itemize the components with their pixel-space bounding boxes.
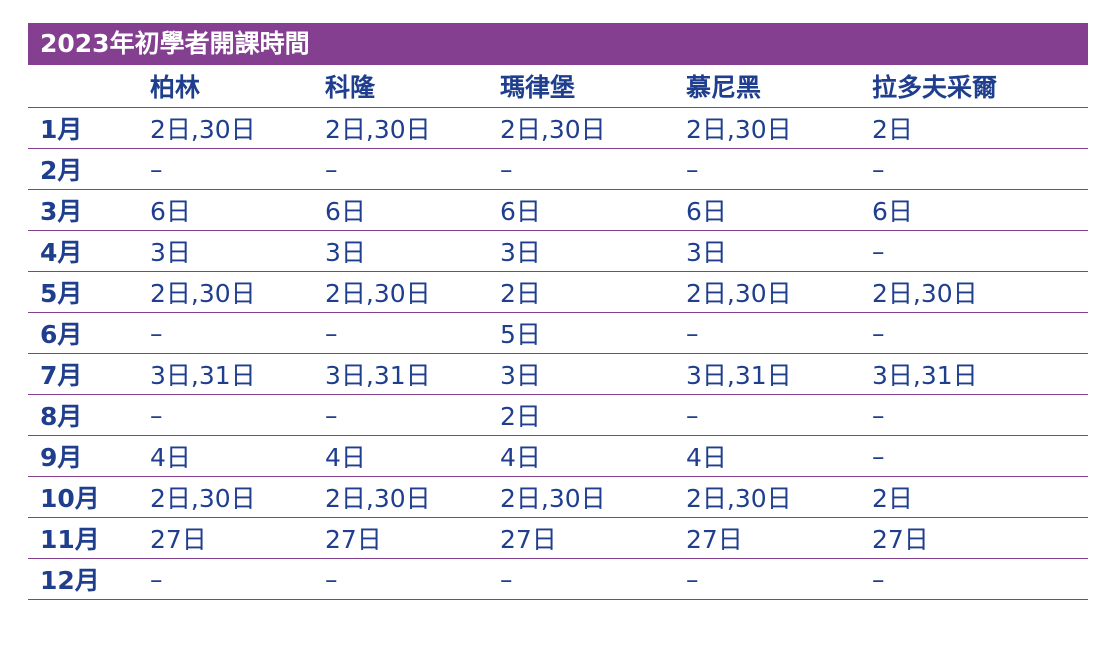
date-cell: 6日 (150, 197, 191, 226)
date-cell: 3日,31日 (325, 361, 431, 390)
date-cell: 3日,31日 (686, 361, 792, 390)
date-cell: 2日,30日 (686, 115, 792, 144)
date-cell: 4日 (686, 443, 727, 472)
date-cell: – (872, 564, 885, 594)
date-cell: – (150, 154, 163, 184)
date-cell: – (872, 154, 885, 184)
date-cell: – (325, 400, 338, 430)
table-row: 3月 6日 6日 6日 6日 6日 (28, 190, 1088, 231)
header-city-marburg: 瑪律堡 (500, 73, 576, 102)
month-label: 8月 (40, 402, 83, 431)
header-city-munich: 慕尼黑 (686, 73, 762, 102)
date-cell: 2日 (500, 402, 541, 431)
date-cell: 2日,30日 (686, 484, 792, 513)
date-cell: 2日 (872, 484, 913, 513)
date-cell: 4日 (150, 443, 191, 472)
month-label: 4月 (40, 238, 83, 267)
date-cell: – (500, 154, 513, 184)
table-row: 10月 2日,30日 2日,30日 2日,30日 2日,30日 2日 (28, 477, 1088, 518)
month-label: 9月 (40, 443, 83, 472)
table-body: 1月 2日,30日 2日,30日 2日,30日 2日,30日 2日 2月 – – – – – 3月 6日 6… (28, 108, 1088, 600)
date-cell: – (686, 154, 699, 184)
date-cell: – (325, 318, 338, 348)
month-label: 3月 (40, 197, 83, 226)
table-row: 9月 4日 4日 4日 4日 – (28, 436, 1088, 477)
date-cell: 6日 (872, 197, 913, 226)
month-label: 6月 (40, 320, 83, 349)
date-cell: 4日 (500, 443, 541, 472)
month-label: 7月 (40, 361, 83, 390)
date-cell: 5日 (500, 320, 541, 349)
date-cell: – (872, 441, 885, 471)
table-title: 2023年初學者開課時間 (28, 23, 1088, 65)
date-cell: 2日,30日 (686, 279, 792, 308)
date-cell: 3日 (325, 238, 366, 267)
header-city-berlin: 柏林 (150, 73, 201, 102)
month-label: 2月 (40, 156, 83, 185)
date-cell: 3日 (686, 238, 727, 267)
date-cell: 2日,30日 (325, 484, 431, 513)
date-cell: 3日 (150, 238, 191, 267)
date-cell: – (872, 400, 885, 430)
date-cell: – (325, 564, 338, 594)
month-label: 5月 (40, 279, 83, 308)
table-row: 4月 3日 3日 3日 3日 – (28, 231, 1088, 272)
date-cell: 2日,30日 (325, 115, 431, 144)
date-cell: 3日,31日 (872, 361, 978, 390)
table-row: 11月 27日 27日 27日 27日 27日 (28, 518, 1088, 559)
date-cell: 6日 (686, 197, 727, 226)
date-cell: 2日 (872, 115, 913, 144)
date-cell: 3日 (500, 238, 541, 267)
date-cell: 27日 (872, 525, 929, 554)
date-cell: 2日,30日 (500, 115, 606, 144)
date-cell: – (500, 564, 513, 594)
date-cell: – (686, 564, 699, 594)
date-cell: – (872, 236, 885, 266)
date-cell: 2日,30日 (150, 279, 256, 308)
date-cell: 27日 (325, 525, 382, 554)
date-cell: – (150, 318, 163, 348)
date-cell: 6日 (325, 197, 366, 226)
header-city-radolfzell: 拉多夫采爾 (872, 73, 998, 102)
month-label: 11月 (40, 525, 100, 554)
date-cell: 3日,31日 (150, 361, 256, 390)
month-label: 10月 (40, 484, 100, 513)
table-row: 1月 2日,30日 2日,30日 2日,30日 2日,30日 2日 (28, 108, 1088, 149)
date-cell: 2日,30日 (150, 115, 256, 144)
date-cell: – (150, 400, 163, 430)
date-cell: – (150, 564, 163, 594)
table-row: 5月 2日,30日 2日,30日 2日 2日,30日 2日,30日 (28, 272, 1088, 313)
date-cell: 2日,30日 (150, 484, 256, 513)
table-row: 2月 – – – – – (28, 149, 1088, 190)
date-cell: – (686, 400, 699, 430)
month-label: 1月 (40, 115, 83, 144)
date-cell: – (872, 318, 885, 348)
table-row: 7月 3日,31日 3日,31日 3日 3日,31日 3日,31日 (28, 354, 1088, 395)
date-cell: 4日 (325, 443, 366, 472)
date-cell: 6日 (500, 197, 541, 226)
date-cell: 2日 (500, 279, 541, 308)
date-cell: 2日,30日 (500, 484, 606, 513)
header-row: 柏林 科隆 瑪律堡 慕尼黑 拉多夫采爾 (28, 65, 1088, 108)
table-row: 12月 – – – – – (28, 559, 1088, 600)
table-row: 8月 – – 2日 – – (28, 395, 1088, 436)
date-cell: 27日 (686, 525, 743, 554)
date-cell: – (686, 318, 699, 348)
table-row: 6月 – – 5日 – – (28, 313, 1088, 354)
date-cell: – (325, 154, 338, 184)
date-cell: 2日,30日 (325, 279, 431, 308)
month-label: 12月 (40, 566, 100, 595)
date-cell: 2日,30日 (872, 279, 978, 308)
date-cell: 3日 (500, 361, 541, 390)
date-cell: 27日 (150, 525, 207, 554)
schedule-table: 2023年初學者開課時間 柏林 科隆 瑪律堡 慕尼黑 拉多夫采爾 1月 2日,30… (28, 23, 1088, 600)
date-cell: 27日 (500, 525, 557, 554)
header-city-cologne: 科隆 (325, 73, 376, 102)
